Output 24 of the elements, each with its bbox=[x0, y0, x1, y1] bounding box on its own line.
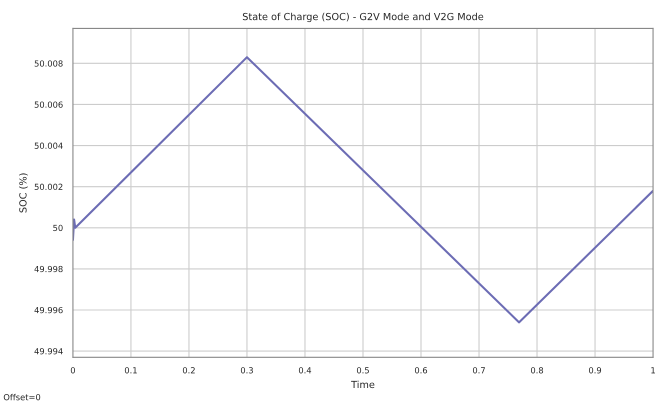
y-tick-label: 50.008 bbox=[34, 60, 63, 67]
y-tick-label: 50.004 bbox=[34, 142, 63, 149]
y-axis-title: SOC (%) bbox=[19, 173, 28, 212]
chart-title: State of Charge (SOC) - G2V Mode and V2G Mode bbox=[242, 12, 484, 22]
x-tick-label: 1 bbox=[651, 367, 655, 374]
y-tick-label: 49.996 bbox=[34, 306, 63, 314]
x-tick-label: 0.5 bbox=[356, 367, 369, 374]
y-tick-label: 49.998 bbox=[34, 266, 63, 272]
x-tick-label: 0.1 bbox=[124, 367, 137, 374]
x-axis-title: Time bbox=[351, 380, 374, 388]
y-tick-label: 49.994 bbox=[34, 348, 63, 354]
x-tick-label: 0.9 bbox=[588, 367, 602, 374]
x-tick-label: 0.4 bbox=[298, 367, 312, 374]
y-tick-label: 50.002 bbox=[34, 184, 62, 190]
x-tick-label: 0 bbox=[70, 367, 76, 374]
line-series bbox=[72, 56, 654, 324]
x-tick-label: 0.6 bbox=[414, 367, 428, 374]
y-tick-label: 50 bbox=[53, 224, 63, 232]
x-tick-label: 0.8 bbox=[530, 367, 544, 374]
x-tick-label: 0.7 bbox=[472, 367, 485, 374]
text: Offset=0 bbox=[4, 394, 40, 400]
x-tick-label: 0.3 bbox=[240, 367, 253, 374]
x-tick-label: 0.2 bbox=[182, 367, 195, 374]
y-tick-label: 50.006 bbox=[34, 101, 63, 108]
